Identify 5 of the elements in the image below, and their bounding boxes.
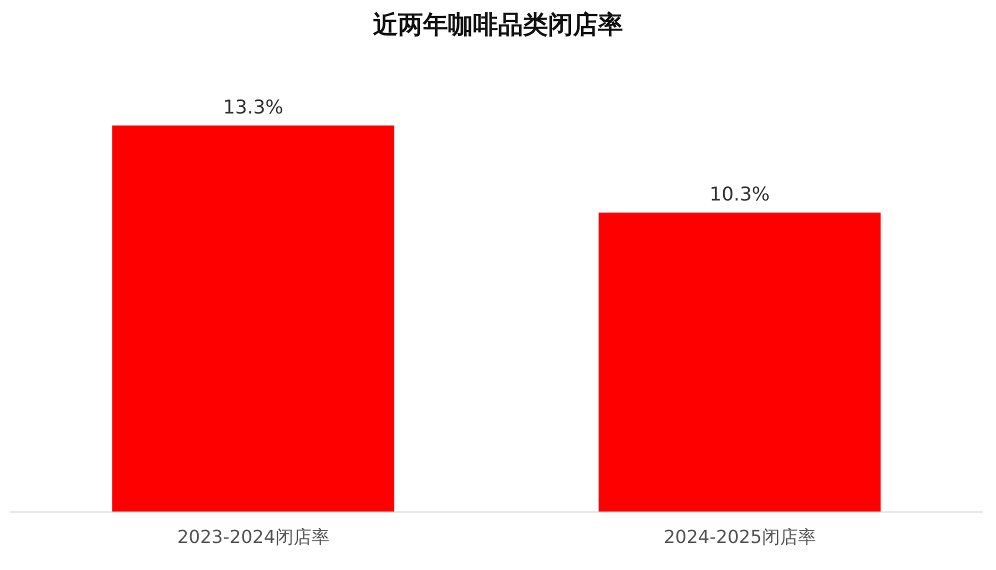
chart-title: 近两年咖啡品类闭店率 (372, 9, 624, 41)
x-tick-label: 2024-2025闭店率 (664, 526, 816, 548)
data-label: 10.3% (709, 184, 770, 206)
x-tick-label: 2023-2024闭店率 (177, 526, 330, 548)
data-label: 13.3% (222, 96, 284, 118)
